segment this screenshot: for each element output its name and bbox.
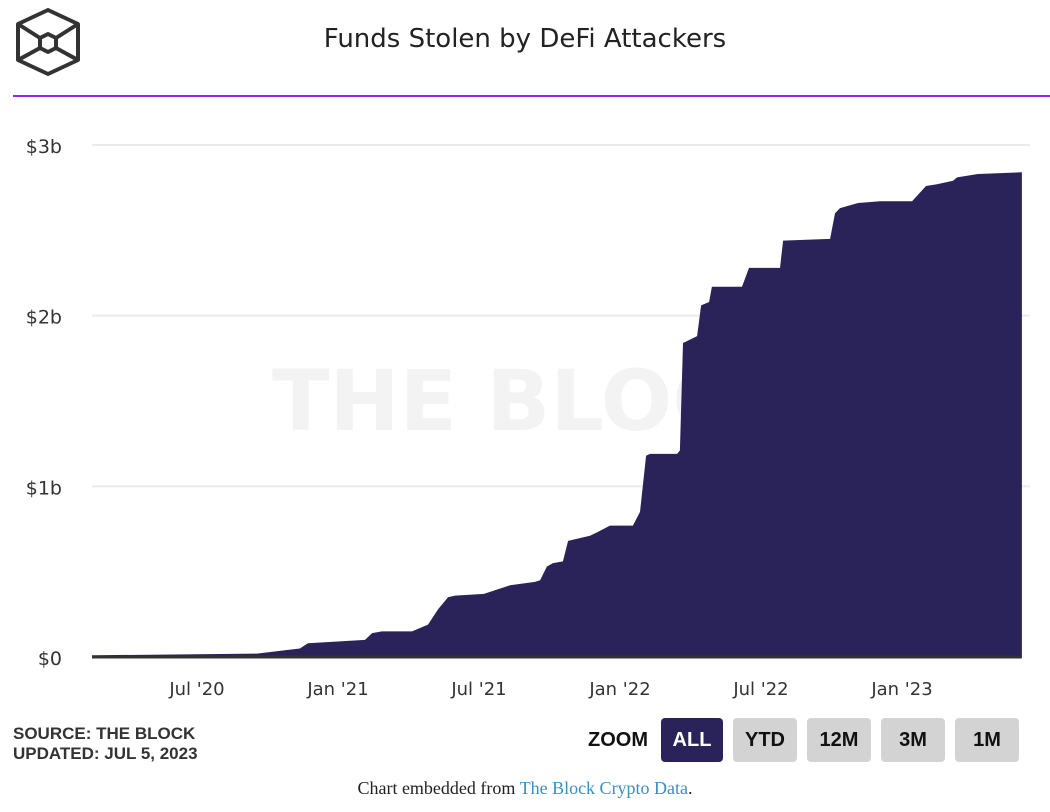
x-tick-label: Jul '21 — [450, 679, 506, 700]
x-tick-label: Jan '22 — [588, 679, 650, 700]
y-tick-label: $3b — [26, 136, 62, 158]
area-series-funds-stolen — [91, 172, 1022, 658]
zoom-1m-button[interactable]: 1M — [955, 718, 1019, 762]
y-tick-label: $1b — [26, 477, 62, 499]
embed-suffix: . — [688, 778, 693, 798]
embed-credit: Chart embedded from The Block Crypto Dat… — [0, 778, 1050, 799]
x-tick-label: Jan '23 — [870, 679, 932, 700]
x-tick-label: Jul '22 — [732, 679, 788, 700]
source-label: SOURCE: THE BLOCK — [13, 724, 196, 743]
source-info: SOURCE: THE BLOCK UPDATED: JUL 5, 2023 — [13, 724, 198, 764]
zoom-all-button[interactable]: ALL — [661, 718, 723, 762]
zoom-label: ZOOM — [588, 728, 648, 751]
y-tick-label: $2b — [26, 307, 62, 329]
zoom-controls: ZOOM ALL YTD 12M 3M 1M — [588, 718, 1029, 762]
zoom-12m-button[interactable]: 12M — [807, 718, 871, 762]
x-tick-label: Jan '21 — [306, 679, 368, 700]
the-block-crypto-data-link[interactable]: The Block Crypto Data — [519, 778, 689, 798]
updated-label: UPDATED: JUL 5, 2023 — [13, 744, 198, 763]
embed-prefix: Chart embedded from — [357, 778, 520, 798]
title-divider — [13, 95, 1050, 97]
x-tick-label: Jul '20 — [168, 679, 224, 700]
zoom-ytd-button[interactable]: YTD — [733, 718, 797, 762]
zoom-3m-button[interactable]: 3M — [881, 718, 945, 762]
the-block-cube-logo-icon — [16, 8, 80, 76]
y-tick-label: $0 — [38, 648, 62, 670]
chart-title: Funds Stolen by DeFi Attackers — [323, 24, 727, 54]
